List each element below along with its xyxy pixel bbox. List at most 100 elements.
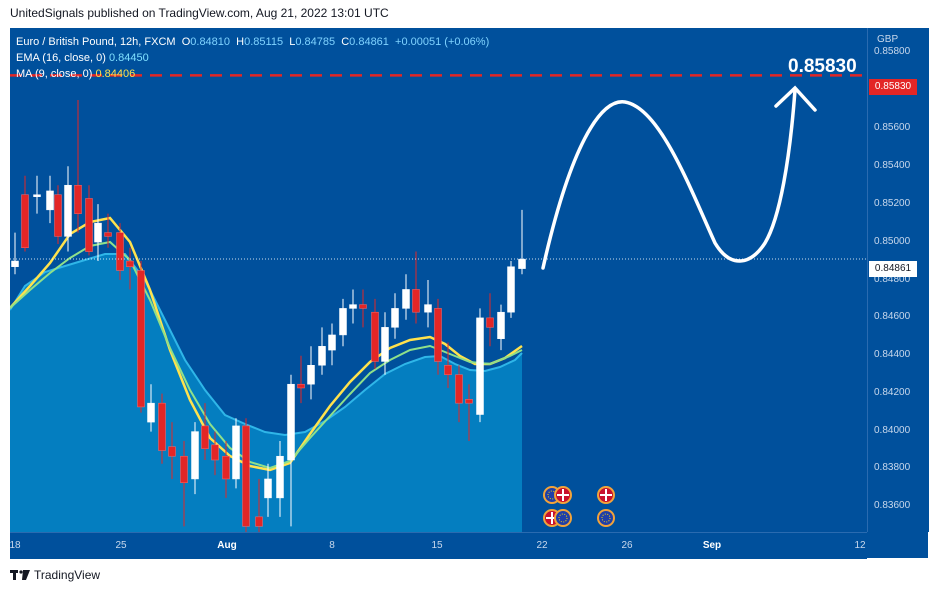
projection-arrowhead — [774, 85, 817, 112]
time-tick: 12 — [854, 540, 866, 551]
price-tick: 0.83600 — [874, 500, 911, 511]
candle — [33, 194, 41, 197]
last-price-badge: 0.84861 — [869, 261, 917, 277]
candle — [486, 317, 494, 328]
time-axis[interactable] — [10, 532, 867, 559]
price-tick: 0.84200 — [874, 387, 911, 398]
candle — [242, 425, 250, 527]
candle — [287, 383, 295, 461]
uk-cross — [600, 489, 612, 501]
time-tick: 25 — [115, 540, 127, 551]
eu-flag-icon — [554, 509, 572, 527]
projection-path — [541, 88, 797, 270]
candle — [297, 383, 305, 389]
candle — [444, 365, 452, 375]
candle — [147, 402, 155, 423]
time-tick: 8 — [329, 540, 335, 551]
candle — [232, 425, 240, 480]
candle — [54, 194, 62, 237]
time-tick: 26 — [621, 540, 633, 551]
candle — [507, 266, 515, 313]
publisher-header: UnitedSignals published on TradingView.c… — [10, 6, 389, 20]
price-tick: 0.85600 — [874, 122, 911, 133]
low-value: 0.84785 — [295, 36, 336, 48]
symbol-name: Euro / British Pound, 12h, FXCM — [16, 36, 176, 48]
candle — [465, 399, 473, 404]
high-label: H — [236, 36, 245, 48]
footer-brand: TradingView — [34, 568, 101, 582]
candle — [126, 260, 134, 267]
target-price-annotation: 0.85830 — [788, 56, 857, 77]
candle — [85, 198, 93, 252]
eu-stars — [558, 513, 568, 523]
candle — [402, 289, 410, 309]
time-tick: Aug — [217, 540, 237, 551]
open-value: 0.84810 — [190, 36, 231, 48]
candle — [64, 184, 72, 237]
candle — [255, 516, 263, 527]
price-tick: 0.85200 — [874, 198, 911, 209]
ema-value: 0.84450 — [108, 52, 149, 64]
low-label: L — [289, 36, 296, 48]
candle — [412, 289, 420, 313]
legend-symbol-row: Euro / British Pound, 12h, FXCM O0.84810… — [16, 34, 489, 50]
eu-flag-icon — [597, 509, 615, 527]
legend-ema-row[interactable]: EMA (16, close, 0) 0.84450 — [16, 50, 489, 66]
price-tick: 0.83800 — [874, 462, 911, 473]
uk-cross — [557, 489, 569, 501]
chart-legend: Euro / British Pound, 12h, FXCM O0.84810… — [16, 34, 489, 82]
ema-smooth-line — [10, 240, 523, 470]
candle — [276, 455, 284, 499]
legend-ma-row[interactable]: MA (9, close, 0) 0.84406 — [16, 66, 489, 82]
candle — [104, 232, 112, 237]
candle — [11, 260, 19, 267]
change-value: +0.00051 (+0.06%) — [395, 36, 490, 48]
ema-label: EMA (16, close, 0) — [16, 52, 106, 64]
candle — [191, 431, 199, 480]
time-tick: Sep — [702, 540, 722, 551]
candle — [116, 232, 124, 271]
time-tick: 15 — [431, 540, 443, 551]
candle — [318, 346, 326, 366]
candle — [371, 311, 379, 362]
candle — [349, 304, 357, 309]
eu-stars — [601, 513, 611, 523]
price-chart — [10, 74, 867, 532]
chart-plot-area[interactable] — [10, 28, 867, 532]
candle — [180, 455, 188, 483]
candle — [201, 425, 209, 449]
close-value: 0.84861 — [349, 36, 389, 48]
price-tick: 0.85000 — [874, 236, 911, 247]
candle — [339, 308, 347, 336]
candle — [455, 374, 463, 404]
close-label: C — [341, 36, 350, 48]
time-tick: 18 — [9, 540, 21, 551]
price-tick: 0.84600 — [874, 311, 911, 322]
footer: TradingView — [10, 568, 100, 582]
open-label: O — [181, 36, 191, 48]
price-tick: 0.85800 — [874, 46, 911, 57]
ma-label: MA (9, close, 0) — [16, 68, 93, 80]
candle — [158, 402, 166, 451]
high-value: 0.85115 — [244, 36, 284, 48]
candle — [211, 444, 219, 461]
price-tick: 0.85400 — [874, 160, 911, 171]
price-axis[interactable] — [867, 28, 929, 532]
candle — [137, 270, 145, 408]
candle — [476, 317, 484, 415]
candle — [307, 365, 315, 385]
candle — [424, 304, 432, 313]
price-tick: 0.84400 — [874, 349, 911, 360]
candle — [518, 258, 526, 269]
candle — [46, 190, 54, 211]
candle — [381, 327, 389, 362]
candle — [168, 446, 176, 457]
price-tick: 0.84800 — [874, 274, 911, 285]
candle — [328, 334, 336, 351]
ma-value: 0.84406 — [95, 68, 136, 80]
candle — [391, 308, 399, 328]
candle — [21, 194, 29, 249]
candle — [74, 184, 82, 214]
tradingview-logo-icon — [10, 570, 30, 580]
candle — [359, 304, 367, 309]
